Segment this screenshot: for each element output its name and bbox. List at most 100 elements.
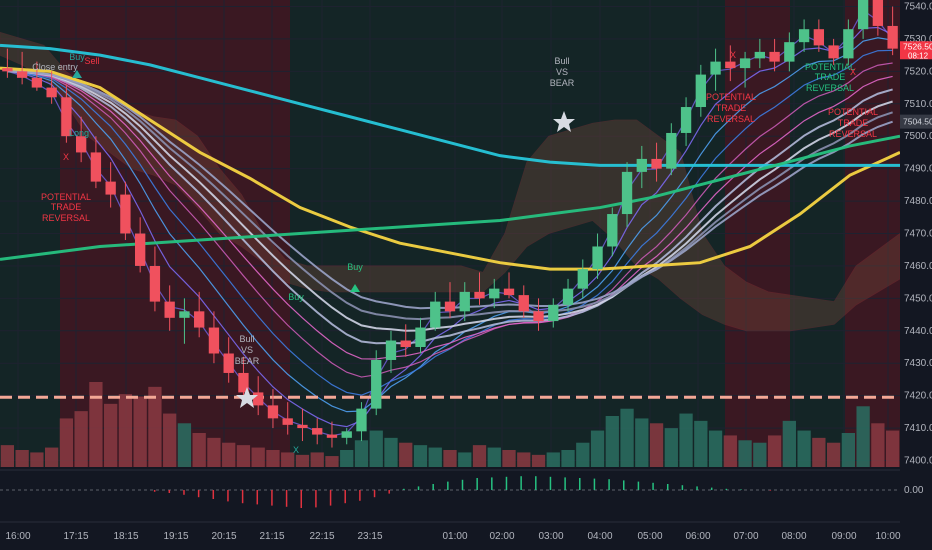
x-tick-label: 17:15 — [63, 531, 88, 542]
volume-bar — [664, 428, 678, 467]
annotation-label: TRADE — [51, 202, 82, 212]
x-tick-label: 20:15 — [211, 531, 236, 542]
candle-body — [828, 45, 839, 59]
candle-body — [297, 424, 308, 429]
candle-body — [754, 51, 765, 59]
candle-body — [46, 87, 57, 98]
last-price-label: 7526.50 — [903, 41, 932, 51]
candle-body — [548, 304, 559, 322]
x-tick-label: 08:00 — [781, 531, 806, 542]
annotation-label: X — [730, 50, 736, 60]
x-tick-label: 07:00 — [733, 531, 758, 542]
annotation-label: X — [850, 67, 856, 77]
candle-body — [164, 301, 175, 318]
volume-bar — [531, 454, 546, 467]
moving-average-line — [0, 43, 900, 167]
candle-body — [872, 0, 884, 26]
ribbon-line — [7, 70, 893, 345]
star-marker — [553, 111, 575, 132]
volume-bar — [236, 445, 251, 467]
annotation-label: POTENTIAL — [805, 62, 855, 72]
volume-bar — [797, 430, 811, 467]
candle-body — [651, 158, 662, 169]
annotation-label: Buy — [347, 262, 363, 272]
level-tag — [900, 114, 932, 129]
moving-average-line — [0, 66, 901, 271]
volume-bar — [517, 452, 531, 467]
ribbon-line — [7, 49, 893, 396]
y-tick-label: 7400.00 — [904, 456, 932, 467]
volume-bar — [0, 445, 15, 467]
volume-bar — [753, 442, 767, 467]
volume-bar — [281, 452, 295, 467]
annotation-label: REVERSAL — [806, 83, 854, 93]
volume-bar — [133, 396, 147, 467]
candle-body — [444, 301, 456, 312]
candle-body — [843, 29, 854, 59]
y-axis: 7400.00 7410.00 7420.00 7430.00 7440.00 7450.… — [900, 0, 932, 550]
volume-bar — [679, 413, 693, 467]
volume-bar — [590, 430, 605, 467]
volume-bar — [222, 442, 236, 467]
volume-bar — [340, 450, 354, 467]
volume-bar — [723, 435, 737, 467]
annotation-label: Bull — [554, 56, 569, 66]
candle-body — [489, 288, 500, 299]
oscillator-background — [0, 470, 900, 518]
volume-bar — [487, 447, 501, 467]
x-tick-label: 04:00 — [587, 531, 612, 542]
volume-bar — [561, 450, 575, 467]
volume-bar — [163, 413, 177, 467]
annotation-label: Buy — [69, 52, 85, 62]
candle-body — [857, 0, 869, 30]
volume-bar — [738, 440, 752, 467]
candle-body — [503, 288, 515, 296]
volume-bar — [118, 394, 133, 467]
annotation-label: REVERSAL — [42, 213, 90, 223]
countdown-label: 08:12 — [908, 51, 929, 60]
candle-body — [135, 233, 146, 266]
candle-body — [90, 152, 102, 182]
volume-bar — [826, 442, 841, 467]
y-tick-label: 7540.00 — [904, 1, 932, 12]
candle-body — [813, 29, 825, 46]
candle-body — [31, 77, 43, 88]
volume-bar — [148, 386, 162, 467]
y-tick-label: 7460.00 — [904, 261, 932, 272]
candle-body — [887, 25, 898, 49]
candle-body — [341, 431, 352, 438]
ribbon-line — [7, 70, 893, 332]
annotation-label: TRADE — [716, 103, 747, 113]
volume-bar — [399, 442, 413, 467]
candle-body — [725, 61, 736, 69]
x-tick-label: 21:15 — [259, 531, 284, 542]
volume-bar — [576, 442, 590, 467]
volume-bar — [295, 454, 310, 467]
candle-body — [710, 61, 721, 75]
grid — [0, 0, 900, 467]
volume-bar — [266, 450, 280, 467]
annotation-label: Sell — [84, 56, 99, 66]
annotation-label: POTENTIAL — [706, 92, 756, 102]
moving-averages — [0, 43, 901, 271]
volume-bar — [708, 430, 723, 467]
candle-body — [459, 291, 470, 312]
last-price-tag — [900, 41, 932, 60]
candle-body — [238, 372, 249, 393]
candle-body — [371, 359, 382, 409]
volume-bar — [605, 416, 619, 467]
y-tick-label: 7510.00 — [904, 99, 932, 110]
buy-arrow — [72, 70, 82, 78]
candle-body — [61, 97, 72, 137]
candle-body — [592, 246, 603, 270]
annotation-label: VS — [241, 345, 253, 355]
candle-body — [769, 51, 780, 62]
candle-body — [312, 428, 323, 435]
candle-body — [105, 181, 116, 195]
buy-arrow — [350, 284, 360, 292]
y-tick-label: 7500.00 — [904, 131, 932, 142]
candle-body — [577, 269, 588, 289]
y-tick-label: 7480.00 — [904, 196, 932, 207]
volume-bar — [384, 437, 398, 467]
